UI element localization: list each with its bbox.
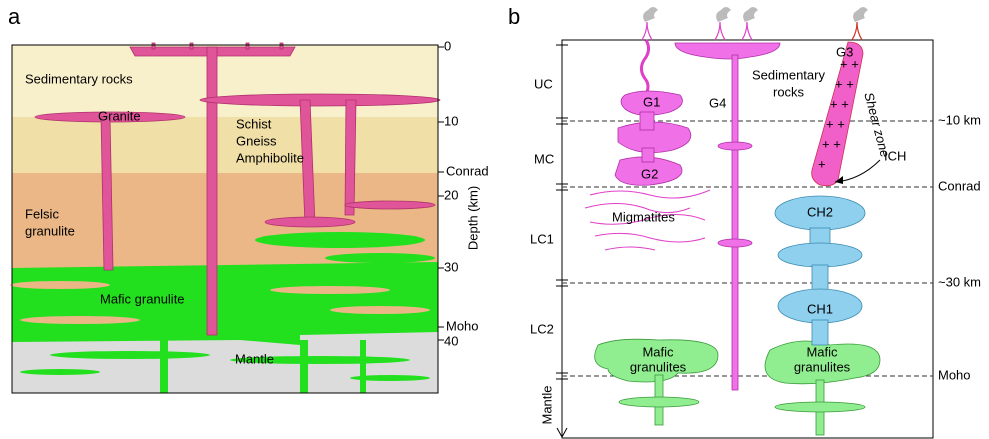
depth-tick: 20	[444, 187, 458, 202]
svg-text:+: +	[818, 156, 826, 171]
depth-tick: Moho	[446, 318, 479, 333]
depth-tick: 40	[444, 333, 458, 348]
layer-label: MC	[534, 151, 554, 166]
granite-label: G3	[836, 44, 853, 59]
mafic-label: granulites	[794, 359, 851, 374]
layer-label: Amphibolite	[236, 150, 304, 165]
layer-label: Schist	[236, 116, 272, 131]
boundary-label: ~30 km	[938, 274, 981, 289]
svg-text:+ +: + +	[822, 136, 841, 151]
layer	[12, 117, 438, 173]
depth-tick: Conrad	[446, 163, 489, 178]
svg-text:+ +: + +	[830, 96, 849, 111]
granite-label: G2	[641, 166, 658, 181]
panel-label: a	[8, 4, 21, 29]
rock-label: rocks	[773, 84, 805, 99]
layer-label: UC	[534, 76, 553, 91]
boundary-label: ~10 km	[938, 112, 981, 127]
chamber-label: CH1	[807, 301, 833, 316]
layer-label: LC1	[530, 231, 554, 246]
granite-label: G1	[643, 94, 660, 109]
layer-label: Mantle	[539, 385, 554, 424]
layer-label: Mafic granulite	[100, 291, 185, 306]
mafic-label: granulites	[630, 359, 687, 374]
migmatites-label: Migmatites	[612, 209, 675, 224]
mafic-label: Mafic	[642, 344, 674, 359]
granite-label: G4	[709, 95, 726, 110]
mafic-label: Mafic	[806, 344, 838, 359]
layer-label: Gneiss	[236, 133, 277, 148]
depth-tick: 10	[444, 113, 458, 128]
layer-label: Sedimentary rocks	[25, 71, 133, 86]
panel-label: b	[508, 4, 520, 29]
depth-title: Depth (km)	[465, 186, 480, 250]
svg-text:+ +: + +	[835, 76, 854, 91]
vents	[642, 22, 862, 40]
panel-a: a	[8, 4, 489, 393]
layer-label: granulite	[25, 223, 75, 238]
boundary-label: Conrad	[938, 178, 981, 193]
layer-label: Granite	[98, 108, 141, 123]
layer-label: Mantle	[235, 351, 274, 366]
rock-label: Sedimentary	[752, 67, 825, 82]
panel-b: b	[508, 4, 981, 438]
ich-label: ICH	[884, 148, 906, 163]
boundary-label: Moho	[938, 367, 971, 382]
chamber-label: CH2	[807, 204, 833, 219]
layer-label: Felsic	[25, 206, 59, 221]
figure: a	[0, 0, 989, 439]
boundary-lines	[562, 121, 933, 376]
depth-tick: 30	[444, 259, 458, 274]
depth-tick: 0	[444, 38, 451, 53]
volcano-plumes	[643, 7, 868, 22]
svg-text:+ +: + +	[826, 116, 845, 131]
layer-label: LC2	[530, 321, 554, 336]
